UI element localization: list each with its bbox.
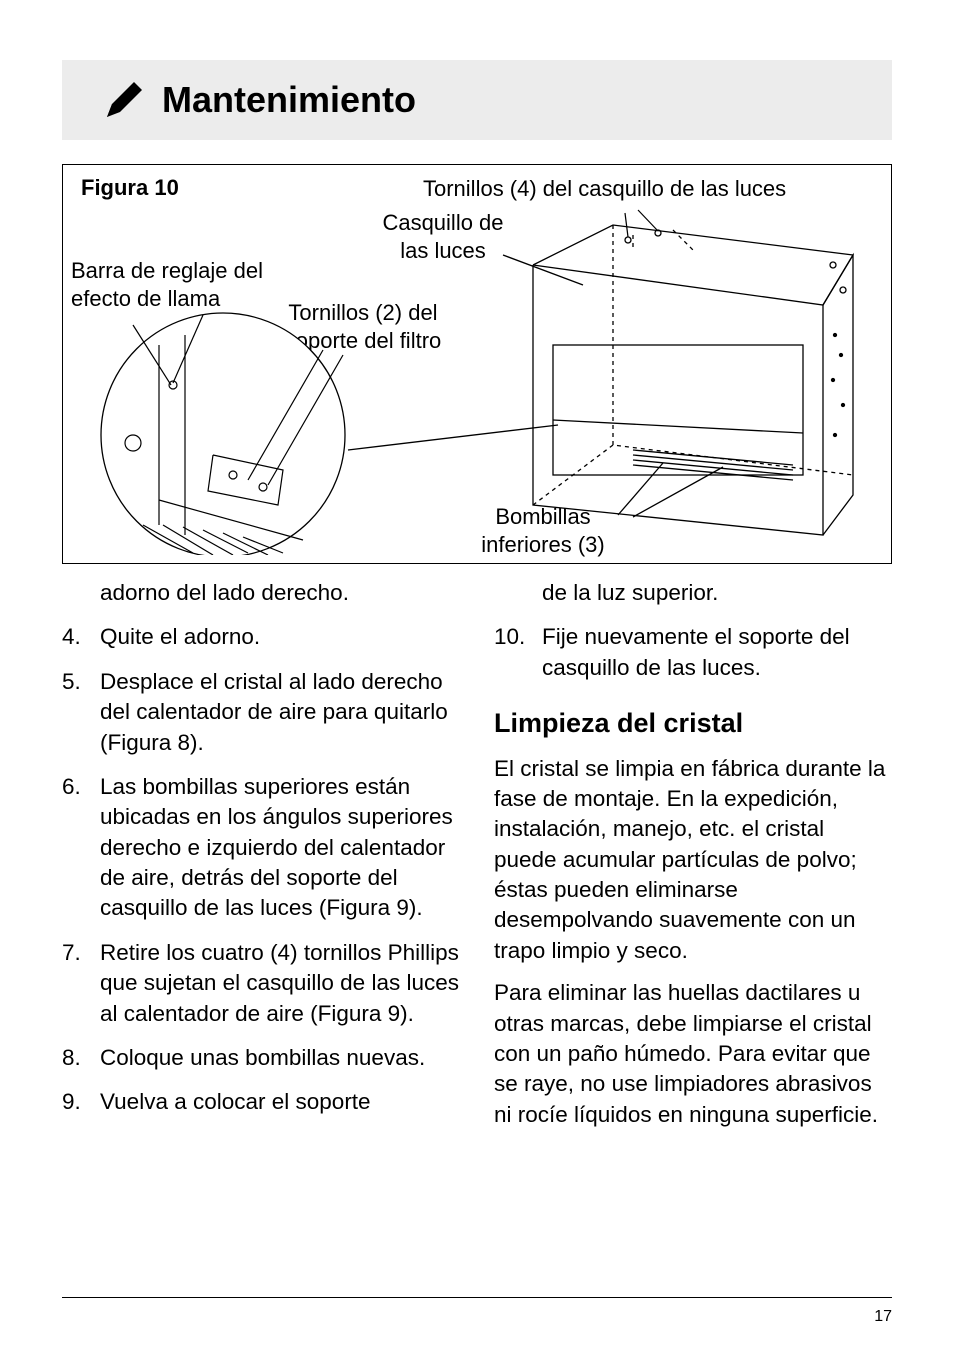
continuation-text-left: adorno del lado derecho. bbox=[62, 578, 460, 608]
page-number: 17 bbox=[874, 1308, 892, 1326]
list-item: 4.Quite el adorno. bbox=[62, 622, 460, 652]
step-text: Quite el adorno. bbox=[100, 622, 460, 652]
right-column: de la luz superior. 10.Fije nuevamente e… bbox=[494, 578, 892, 1130]
step-list-left: 4.Quite el adorno. 5.Desplace el cristal… bbox=[62, 622, 460, 1117]
paragraph: El cristal se limpia en fábrica durante … bbox=[494, 754, 892, 967]
section-header: Mantenimiento bbox=[62, 60, 892, 140]
page: Mantenimiento Figura 10 Tornillos (4) de… bbox=[0, 0, 954, 1362]
step-number: 9. bbox=[62, 1087, 100, 1117]
paragraph: Para eliminar las huellas dactilares u o… bbox=[494, 978, 892, 1130]
step-text: Las bombillas superiores están ubicadas … bbox=[100, 772, 460, 924]
list-item: 9.Vuelva a colocar el soporte bbox=[62, 1087, 460, 1117]
step-text: Vuelva a colocar el soporte bbox=[100, 1087, 460, 1117]
step-text: Desplace el cristal al lado derecho del … bbox=[100, 667, 460, 758]
step-list-right: 10.Fije nuevamente el soporte del casqui… bbox=[494, 622, 892, 683]
figure-10: Figura 10 Tornillos (4) del casquillo de… bbox=[62, 164, 892, 564]
list-item: 5.Desplace el cristal al lado derecho de… bbox=[62, 667, 460, 758]
step-text: Coloque unas bombillas nuevas. bbox=[100, 1043, 460, 1073]
list-item: 8.Coloque unas bombillas nuevas. bbox=[62, 1043, 460, 1073]
section-title: Mantenimiento bbox=[162, 79, 416, 121]
list-item: 7.Retire los cuatro (4) tornillos Philli… bbox=[62, 938, 460, 1029]
step-number: 6. bbox=[62, 772, 100, 924]
footer-rule bbox=[62, 1297, 892, 1298]
left-column: adorno del lado derecho. 4.Quite el ador… bbox=[62, 578, 460, 1130]
subsection-heading: Limpieza del cristal bbox=[494, 705, 892, 741]
step-text: Fije nuevamente el soporte del casquillo… bbox=[542, 622, 892, 683]
list-item: 10.Fije nuevamente el soporte del casqui… bbox=[494, 622, 892, 683]
pencil-icon bbox=[104, 80, 144, 120]
step-text: Retire los cuatro (4) tornillos Phillips… bbox=[100, 938, 460, 1029]
step-number: 7. bbox=[62, 938, 100, 1029]
continuation-text-right: de la luz superior. bbox=[494, 578, 892, 608]
step-number: 8. bbox=[62, 1043, 100, 1073]
step-number: 5. bbox=[62, 667, 100, 758]
step-number: 4. bbox=[62, 622, 100, 652]
step-number: 10. bbox=[494, 622, 542, 683]
figure-diagram bbox=[73, 195, 863, 555]
body-columns: adorno del lado derecho. 4.Quite el ador… bbox=[62, 578, 892, 1130]
list-item: 6.Las bombillas superiores están ubicada… bbox=[62, 772, 460, 924]
